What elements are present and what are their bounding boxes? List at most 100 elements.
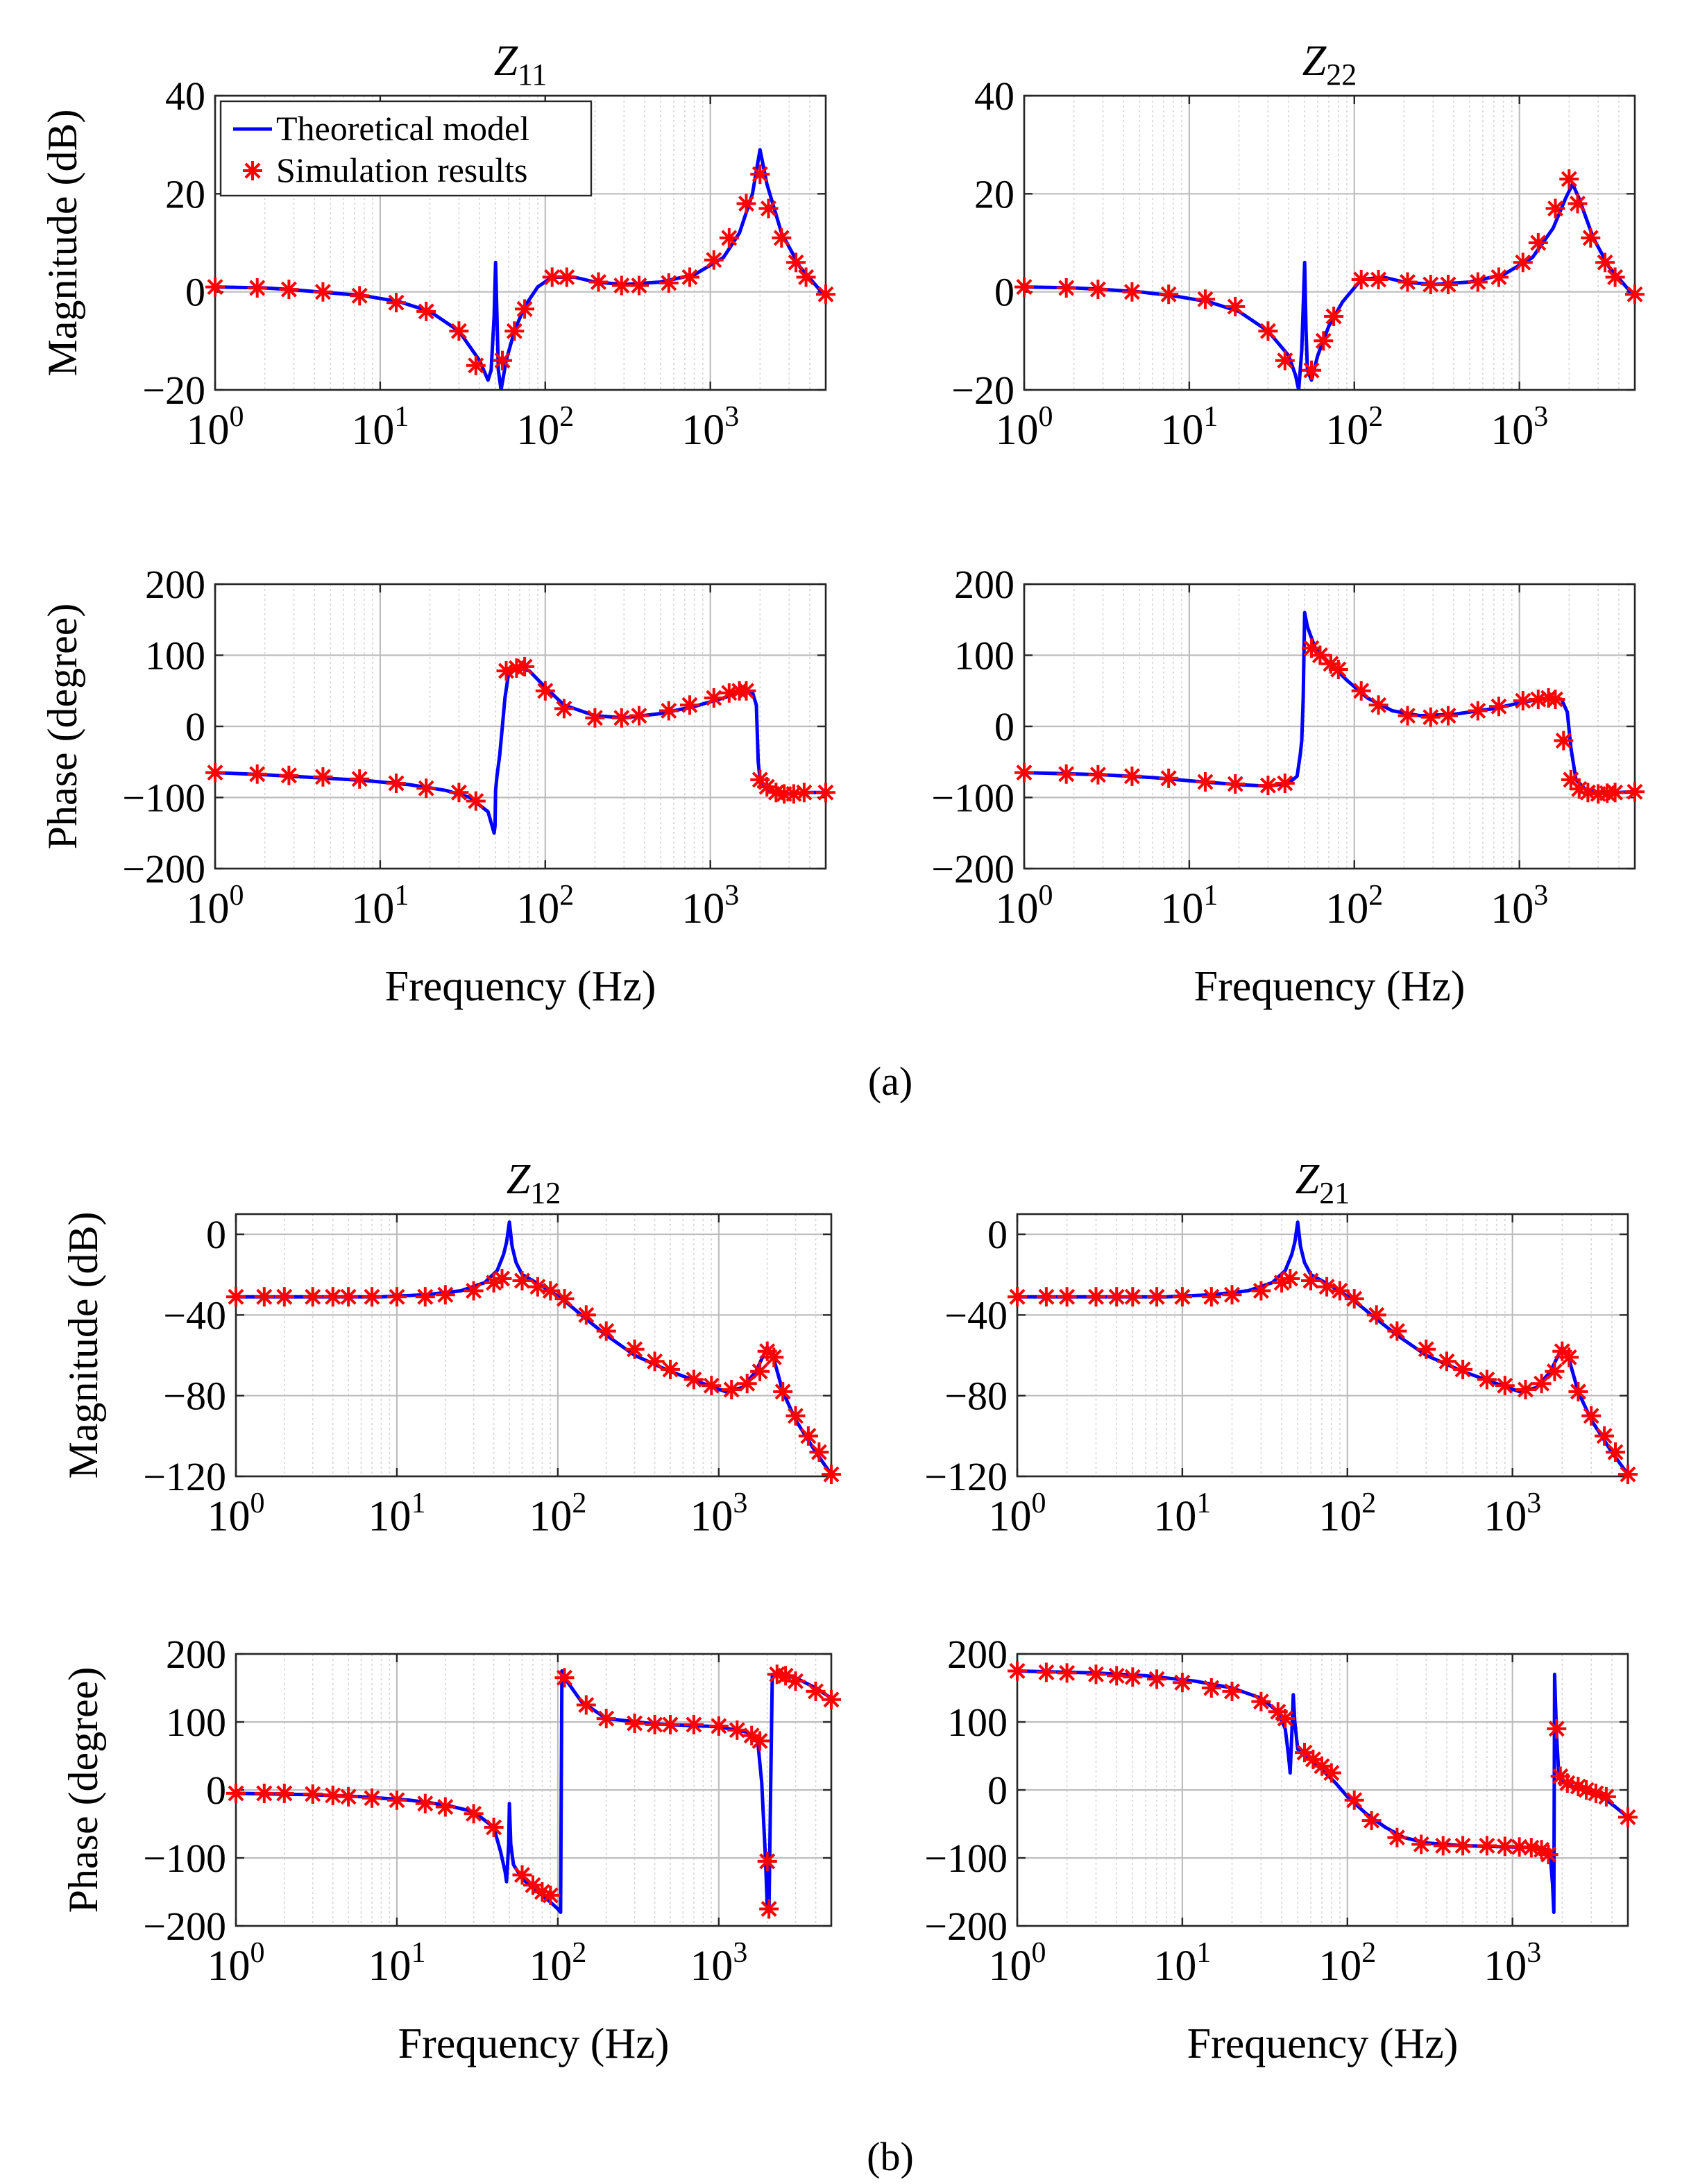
sim-marker-stroke [823,1691,840,1708]
sim-point [785,1406,806,1426]
sim-point [484,1817,504,1837]
sim-point [1468,701,1488,721]
sim-marker-stroke [542,1283,559,1299]
sim-marker-stroke [1203,1680,1220,1696]
sim-marker-stroke [1016,765,1033,781]
x-tick-exponent: 2 [572,1487,586,1519]
y-tick-label: 200 [954,562,1014,607]
sim-marker-stroke [437,1799,454,1815]
sim-point [387,1790,407,1810]
sim-point [205,277,225,297]
sim-marker-stroke [1470,274,1486,290]
sim-point [386,293,406,313]
sim-point [1489,697,1509,717]
sim-point [585,708,605,728]
sim-marker-stroke [800,1428,817,1444]
x-tick-base: 10 [516,885,559,932]
sim-marker-stroke [559,269,575,285]
x-tick-base: 10 [368,1493,411,1540]
sim-marker-stroke [1353,683,1370,699]
sim-marker-stroke [661,275,677,291]
sim-marker-stroke [516,658,533,675]
x-tick-base: 10 [996,885,1039,932]
x-tick-label: 100 [187,401,244,454]
sim-point [416,778,436,799]
sim-marker-stroke [1038,1664,1055,1680]
sim-point [1595,1426,1615,1446]
sim-marker-stroke [256,1785,273,1802]
sim-marker-stroke [1059,1288,1076,1305]
sim-marker-stroke [723,1381,740,1398]
sim-point [1056,764,1076,784]
sim-marker-stroke [1497,1377,1513,1394]
sim-marker-stroke [1454,1361,1471,1378]
sim-marker-stroke [1626,286,1643,302]
legend-sim-swatch [244,162,261,179]
sim-marker-stroke [542,1887,559,1904]
sim-marker-stroke [351,287,368,304]
sim-marker-stroke [1547,201,1563,216]
sim-point [611,708,631,728]
x-tick-label: 103 [690,1487,747,1540]
sim-point [1545,1361,1565,1381]
x-tick-label: 102 [1325,401,1383,454]
sim-point [773,1381,793,1401]
sim-point [416,301,436,321]
x-tick-label: 103 [690,1937,747,1990]
sim-marker-stroke [1620,1809,1636,1825]
y-tick-label: 40 [165,74,205,119]
sim-point [1324,307,1344,326]
sim-marker-stroke [1607,1444,1624,1460]
sim-point [1547,1718,1567,1739]
x-tick-label: 101 [1160,401,1218,454]
sim-point [796,267,816,287]
sim-marker-stroke [1440,708,1456,724]
sim-marker-stroke [1596,1428,1613,1444]
chart-title: Z22 [1302,37,1357,92]
x-tick-label: 100 [996,401,1053,454]
sim-marker-stroke [468,357,484,374]
sim-marker-stroke [280,281,297,298]
sim-marker-stroke [325,1288,341,1305]
sim-point [1387,1321,1407,1341]
sim-point [362,1287,382,1307]
sim-point [1014,277,1034,297]
x-tick-base: 10 [1325,885,1368,932]
x-tick-base: 10 [1325,407,1368,454]
y-tick-label: 0 [987,1768,1008,1813]
y-tick-label: −100 [931,776,1014,821]
sim-point [247,278,267,298]
chart-title-subscript: 12 [530,1176,561,1210]
sim-marker-stroke [1197,774,1214,790]
sim-marker-stroke [486,1819,502,1836]
sim-marker-stroke [1547,691,1563,708]
sim-point [1280,1269,1300,1288]
sim-point [464,1804,484,1824]
x-tick-label: 101 [351,401,409,454]
sim-marker-stroke [1160,770,1177,787]
sim-marker-stroke [1400,274,1416,290]
sim-marker-stroke [1490,698,1507,715]
sim-point [493,350,512,370]
sim-marker-stroke [721,685,738,701]
sim-marker-stroke [1174,1674,1191,1691]
sim-marker-stroke [557,1669,572,1686]
x-tick-base: 10 [1484,1493,1527,1540]
x-tick-label: 103 [1484,1487,1541,1540]
sim-marker-stroke [389,1792,405,1809]
sim-point [1201,1678,1221,1698]
x-tick-exponent: 3 [1527,1937,1541,1969]
sim-marker-stroke [662,1361,679,1378]
y-tick-label: 100 [947,1700,1008,1745]
y-tick-label: 20 [165,171,205,216]
sim-marker-stroke [1370,271,1387,288]
sim-marker-stroke [773,230,790,246]
y-tick-label: −80 [163,1374,226,1419]
axes-box [1023,94,1636,391]
sim-point [254,1783,274,1803]
y-tick-label: −40 [163,1293,226,1338]
sim-marker-stroke [228,1288,244,1305]
